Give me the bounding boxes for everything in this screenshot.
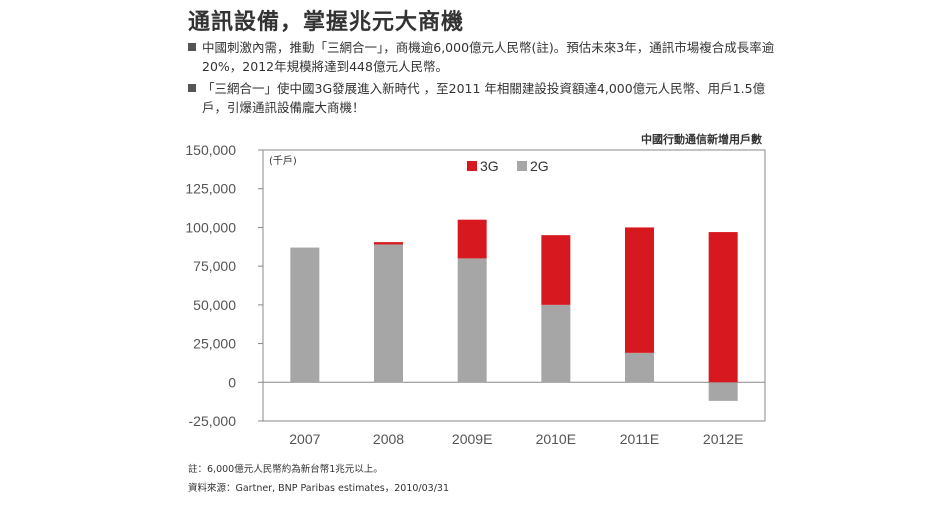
- x-tick-label: 2008: [373, 431, 404, 447]
- y-tick-label: 150,000: [185, 142, 236, 158]
- bar-2g: [290, 247, 320, 383]
- bullet-list: 中國刺激內需，推動「三網合一」，商機逾6,000億元人民幣(註)。預估未來3年，…: [188, 38, 788, 120]
- y-tick-label: 125,000: [185, 181, 236, 197]
- bullet-item: 「三網合一」使中國3G發展進入新時代 ，至2011 年相關建設投資額達4,000…: [188, 79, 788, 117]
- bar-2g: [374, 244, 403, 383]
- plot-frame: [262, 149, 766, 422]
- x-tick-label: 2012E: [703, 431, 743, 447]
- y-tick-label: -25,000: [189, 413, 237, 429]
- legend-swatch-2g: [517, 161, 527, 171]
- square-bullet-icon: [188, 84, 196, 92]
- bullet-text: 中國刺激內需，推動「三網合一」，商機逾6,000億元人民幣(註)。預估未來3年，…: [202, 40, 775, 74]
- bar-3g: [541, 235, 571, 305]
- y-tick-label: 0: [228, 374, 236, 390]
- legend-swatch-3g: [467, 161, 477, 171]
- footnote: 註：6,000億元人民幣約為新台幣1兆元以上。: [188, 464, 383, 475]
- bar-2g: [457, 258, 487, 383]
- legend-label-2g: 2G: [530, 158, 549, 174]
- x-tick-label: 2009E: [452, 431, 492, 447]
- y-tick-label: 100,000: [185, 219, 236, 235]
- bar-2g: [708, 382, 738, 401]
- legend-label-3g: 3G: [480, 158, 499, 174]
- x-tick-label: 2010E: [536, 431, 576, 447]
- chart-caption: 中國行動通信新增用戶數: [641, 133, 762, 146]
- bar-2g: [541, 304, 571, 383]
- bullet-item: 中國刺激內需，推動「三網合一」，商機逾6,000億元人民幣(註)。預估未來3年，…: [188, 38, 788, 76]
- y-tick-label: 75,000: [193, 258, 236, 274]
- x-tick-label: 2011E: [620, 431, 659, 447]
- unit-label: (千戶): [269, 155, 297, 167]
- bar-3g: [374, 242, 403, 245]
- bar-3g: [708, 232, 738, 383]
- bullet-text: 「三網合一」使中國3G發展進入新時代 ，至2011 年相關建設投資額達4,000…: [202, 81, 766, 115]
- source-note: 資料來源：Gartner, BNP Paribas estimates，2010…: [188, 483, 449, 494]
- bar-2g: [625, 352, 654, 383]
- page-title: 通訊設備，掌握兆元大商機: [188, 10, 465, 35]
- y-tick-label: 25,000: [193, 336, 236, 352]
- y-tick-label: 50,000: [193, 297, 236, 313]
- x-tick-label: 2007: [289, 431, 320, 447]
- bar-3g: [457, 219, 487, 259]
- bar-3g: [625, 227, 654, 353]
- square-bullet-icon: [188, 43, 196, 51]
